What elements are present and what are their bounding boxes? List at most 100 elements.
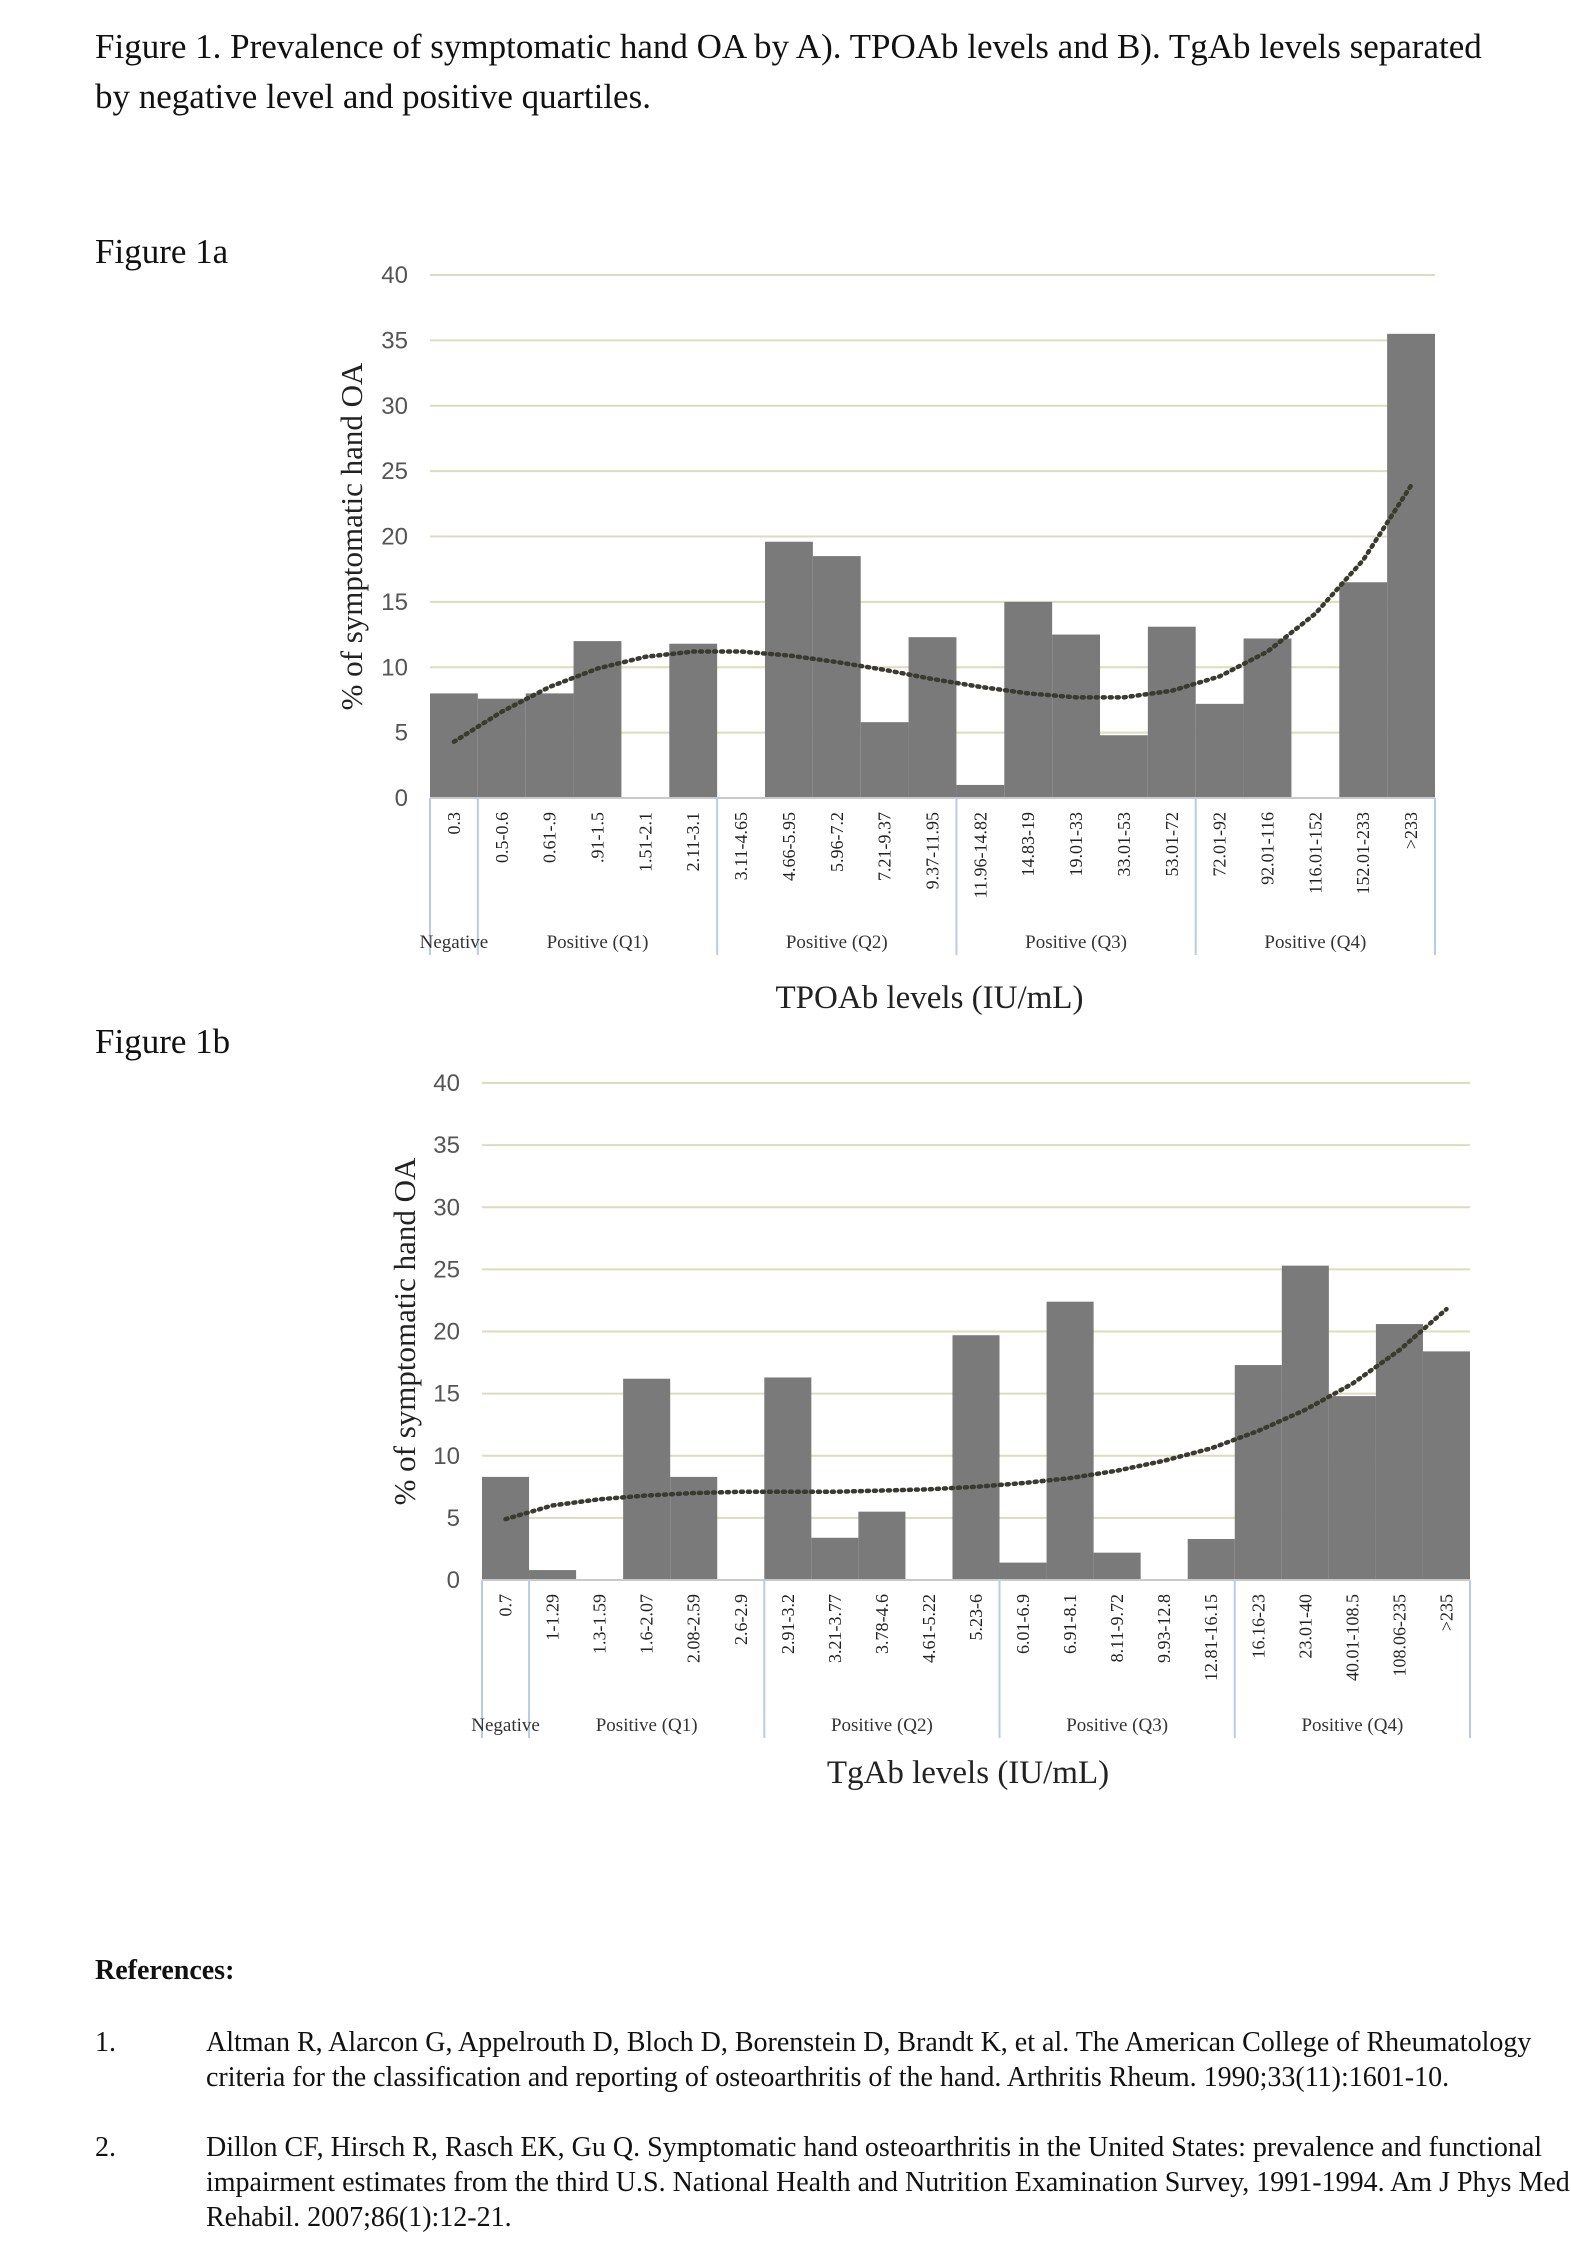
bar [1422, 1351, 1470, 1580]
x-tick-label: 0.3 [444, 812, 464, 835]
bar [1004, 601, 1053, 798]
x-axis-title: TPOAb levels (IU/mL) [776, 980, 1084, 1016]
y-tick-label: 0 [447, 1567, 460, 1594]
bar [482, 1476, 530, 1580]
y-tick-label: 25 [433, 1256, 460, 1283]
group-label: Negative [471, 1715, 540, 1736]
x-tick-label: 19.01-33 [1066, 812, 1086, 877]
x-tick-label: 0.61-.9 [540, 812, 560, 863]
bar [765, 541, 813, 798]
x-tick-label: 12.81-16.15 [1201, 1594, 1221, 1681]
x-tick-label: 3.11-4.65 [731, 812, 751, 880]
y-tick-label: 15 [433, 1381, 460, 1408]
x-tick-label: 2.91-3.2 [778, 1594, 798, 1654]
x-tick-label: 1-1.29 [543, 1594, 563, 1641]
y-tick-label: 35 [381, 327, 408, 354]
bar [430, 693, 478, 798]
x-tick-label: 2.6-2.9 [731, 1594, 751, 1645]
x-tick-label: 2.11-3.1 [683, 812, 703, 871]
bar [1052, 634, 1100, 798]
x-tick-label: 3.21-3.77 [825, 1594, 845, 1663]
y-tick-label: 5 [447, 1505, 460, 1532]
reference-number: 1. [95, 2027, 116, 2058]
bar [1339, 582, 1388, 798]
bar [1243, 638, 1292, 798]
y-tick-label: 10 [433, 1443, 460, 1470]
x-tick-label: >235 [1436, 1594, 1456, 1631]
y-axis-title: % of symptomatic hand OA [334, 362, 369, 710]
tgab-bar-chart: 0 5 10 15 20 25 30 35 40 0.7 1-1.29 1.3-1.59 1.6-2.0… [387, 1070, 1471, 1791]
y-tick-label: 15 [381, 589, 408, 616]
bar [623, 1378, 671, 1580]
x-axis-title: TgAb levels (IU/mL) [827, 1755, 1109, 1791]
bar [1187, 1538, 1235, 1580]
x-tick-label: 1.3-1.59 [590, 1594, 610, 1654]
bar [1387, 333, 1435, 798]
x-tick-label: 14.83-19 [1018, 812, 1038, 877]
trendline [451, 483, 1414, 745]
bar [956, 784, 1005, 798]
x-tick-label: 5.96-7.2 [827, 812, 847, 872]
x-tick-label: 0.7 [496, 1594, 516, 1617]
x-tick-label: 1.51-2.1 [635, 812, 655, 872]
bar [1234, 1365, 1282, 1580]
trendline [503, 1306, 1449, 1522]
bar [1195, 703, 1244, 798]
figure-1a-label: Figure 1a [95, 232, 229, 271]
y-tick-label: 35 [433, 1132, 460, 1159]
x-tick-label: 3.78-4.6 [872, 1594, 892, 1654]
y-tick-label: 25 [381, 458, 408, 485]
bar [860, 722, 909, 798]
bar [1375, 1324, 1423, 1580]
x-tick-label: 23.01-40 [1295, 1594, 1315, 1659]
x-tick-label: 33.01-53 [1114, 812, 1134, 877]
reference-number: 2. [95, 2132, 116, 2163]
x-tick-label: 16.16-23 [1248, 1594, 1268, 1659]
bar [952, 1335, 1000, 1580]
y-tick-label: 30 [381, 393, 408, 420]
x-tick-label: 92.01-116 [1258, 812, 1278, 885]
bar [1328, 1396, 1376, 1580]
reference-text: Altman R, Alarcon G, Appelrouth D, Bloch… [206, 2027, 1532, 2093]
group-label: Positive (Q4) [1264, 932, 1366, 953]
x-tick-label: 4.66-5.95 [779, 812, 799, 881]
y-tick-label: 20 [381, 524, 408, 551]
bar [1281, 1265, 1329, 1580]
y-tick-label: 0 [395, 785, 408, 812]
x-tick-label: 4.61-5.22 [919, 1594, 939, 1663]
group-label: Positive (Q2) [786, 932, 888, 953]
y-tick-label: 40 [433, 1070, 460, 1097]
bar [525, 693, 574, 798]
figure-1b-label: Figure 1b [95, 1022, 231, 1061]
y-axis-title: % of symptomatic hand OA [387, 1157, 422, 1505]
x-tick-label: 9.93-12.8 [1154, 1594, 1174, 1663]
bar [811, 1537, 859, 1580]
bar [999, 1562, 1047, 1580]
group-label: Positive (Q1) [596, 1715, 698, 1736]
x-tick-label: 9.37-11.95 [923, 812, 943, 889]
bar [764, 1377, 812, 1580]
y-tick-label: 20 [433, 1319, 460, 1346]
tpoab-bar-chart: 0 5 10 15 20 25 30 35 40 0.3 0.5-0.6 0.61-.9 .91-1.5… [334, 262, 1436, 1016]
bar [812, 556, 861, 798]
bar [477, 698, 526, 798]
group-label: Positive (Q3) [1066, 1715, 1168, 1736]
x-tick-label: 1.6-2.07 [637, 1594, 657, 1654]
reference-text: Dillon CF, Hirsch R, Rasch EK, Gu Q. Sym… [206, 2132, 1570, 2233]
x-tick-label: 8.11-9.72 [1107, 1594, 1127, 1662]
x-tick-label: 116.01-152 [1305, 812, 1325, 894]
bar [529, 1570, 577, 1580]
group-label: Positive (Q3) [1025, 932, 1127, 953]
y-tick-label: 40 [381, 262, 408, 289]
x-tick-label: 2.08-2.59 [684, 1594, 704, 1663]
bar [1147, 626, 1196, 798]
x-tick-label: 6.91-8.1 [1060, 1594, 1080, 1654]
x-tick-label: 40.01-108.5 [1342, 1594, 1362, 1681]
x-tick-label: 11.96-14.82 [970, 812, 990, 898]
bar [858, 1511, 906, 1580]
x-tick-label: 152.01-233 [1353, 812, 1373, 895]
bar [1093, 1552, 1141, 1580]
group-label: Positive (Q1) [547, 932, 649, 953]
x-tick-label: 6.01-6.9 [1013, 1594, 1033, 1654]
bar [1100, 735, 1148, 798]
